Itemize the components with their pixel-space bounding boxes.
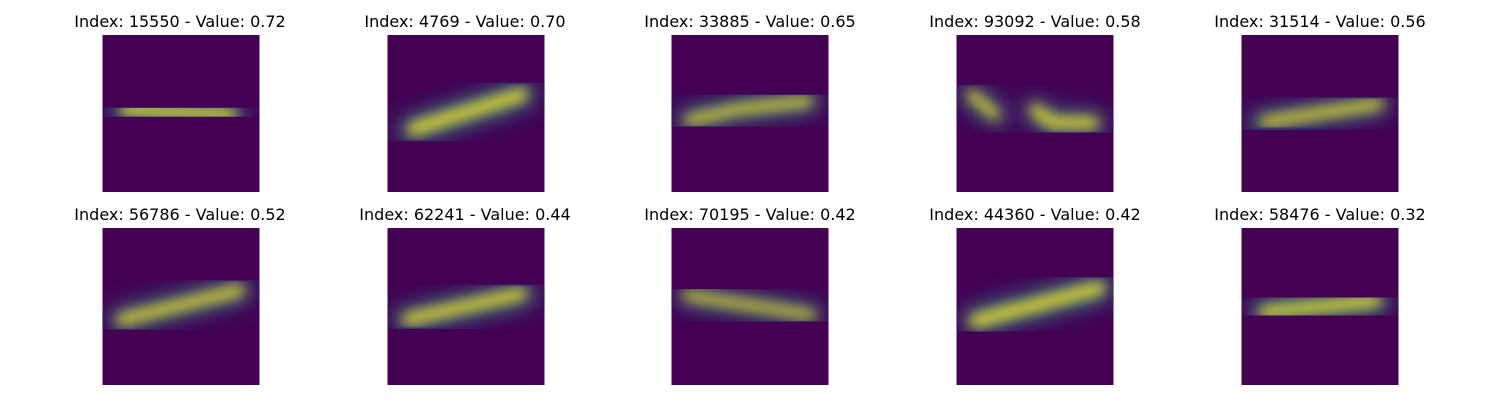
panel-title: Index: 31514 - Value: 0.56 xyxy=(1214,12,1425,31)
digit-image xyxy=(956,228,1114,385)
panel-3: Index: 33885 - Value: 0.65 xyxy=(644,12,856,192)
panel-title: Index: 70195 - Value: 0.42 xyxy=(644,205,855,224)
panel-title: Index: 58476 - Value: 0.32 xyxy=(1214,205,1425,224)
panel-6: Index: 56786 - Value: 0.52 xyxy=(74,205,286,385)
digit-image xyxy=(387,35,545,192)
panel-10: Index: 58476 - Value: 0.32 xyxy=(1214,205,1426,385)
digit-image xyxy=(956,35,1114,192)
digit-image xyxy=(102,228,260,385)
digit-image xyxy=(671,228,829,385)
panel-5: Index: 31514 - Value: 0.56 xyxy=(1214,12,1426,192)
panel-title: Index: 56786 - Value: 0.52 xyxy=(74,205,285,224)
panel-4: Index: 93092 - Value: 0.58 xyxy=(929,12,1141,192)
panel-title: Index: 15550 - Value: 0.72 xyxy=(74,12,285,31)
digit-image xyxy=(1241,35,1399,192)
digit-image xyxy=(1241,228,1399,385)
panel-7: Index: 62241 - Value: 0.44 xyxy=(359,205,571,385)
panel-title: Index: 93092 - Value: 0.58 xyxy=(929,12,1140,31)
panel-title: Index: 62241 - Value: 0.44 xyxy=(359,205,570,224)
panel-2: Index: 4769 - Value: 0.70 xyxy=(364,12,566,192)
digit-image xyxy=(102,35,260,192)
panel-title: Index: 4769 - Value: 0.70 xyxy=(364,12,565,31)
digit-image xyxy=(387,228,545,385)
panel-9: Index: 44360 - Value: 0.42 xyxy=(929,205,1141,385)
panel-8: Index: 70195 - Value: 0.42 xyxy=(644,205,856,385)
panel-title: Index: 33885 - Value: 0.65 xyxy=(644,12,855,31)
panel-title: Index: 44360 - Value: 0.42 xyxy=(929,205,1140,224)
panel-1: Index: 15550 - Value: 0.72 xyxy=(74,12,286,192)
digit-image xyxy=(671,35,829,192)
